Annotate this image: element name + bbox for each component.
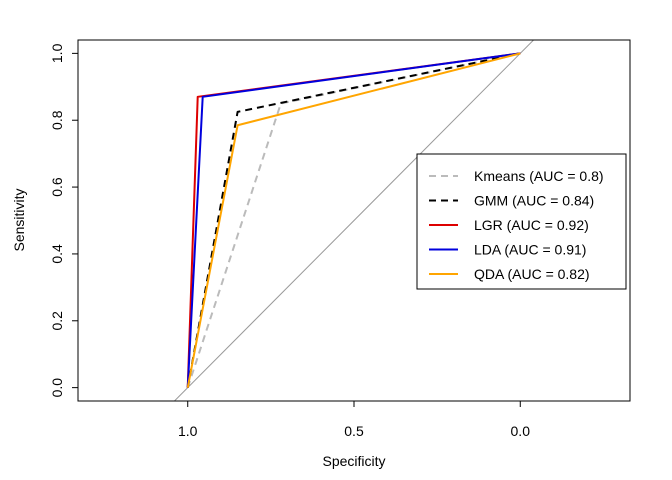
reference-layer bbox=[173, 40, 535, 401]
legend-box bbox=[416, 153, 627, 290]
x-tick-label: 0.0 bbox=[511, 423, 531, 439]
y-tick-label: 0.4 bbox=[49, 244, 65, 264]
legend-label-2: LGR (AUC = 0.92) bbox=[474, 217, 589, 233]
x-tick-label: 1.0 bbox=[178, 423, 198, 439]
series-line-4 bbox=[186, 52, 521, 388]
series-line-1 bbox=[186, 52, 521, 388]
x-axis: 1.0 0.5 0.0 bbox=[178, 401, 530, 439]
legend-label-0: Kmeans (AUC = 0.8) bbox=[474, 168, 604, 184]
y-tick-label: 0.8 bbox=[49, 110, 65, 130]
y-axis: 0.0 0.2 0.4 0.6 0.8 1.0 bbox=[49, 43, 78, 397]
series-layer bbox=[186, 52, 521, 388]
legend: Kmeans (AUC = 0.8) GMM (AUC = 0.84) LGR (A… bbox=[416, 153, 627, 290]
y-tick-label: 0.6 bbox=[49, 177, 65, 197]
legend-label-1: GMM (AUC = 0.84) bbox=[474, 193, 594, 209]
x-axis-title: Specificity bbox=[322, 453, 385, 469]
y-tick-label: 0.0 bbox=[49, 378, 65, 398]
legend-label-3: LDA (AUC = 0.91) bbox=[474, 242, 586, 258]
y-tick-label: 1.0 bbox=[49, 43, 65, 63]
reference-diagonal-line bbox=[173, 40, 535, 401]
x-tick-label: 0.5 bbox=[344, 423, 364, 439]
y-axis-title: Sensitivity bbox=[11, 188, 27, 251]
series-line-3 bbox=[186, 52, 521, 388]
y-tick-label: 0.2 bbox=[49, 311, 65, 331]
series-line-0 bbox=[186, 52, 521, 388]
legend-label-4: QDA (AUC = 0.82) bbox=[474, 266, 590, 282]
